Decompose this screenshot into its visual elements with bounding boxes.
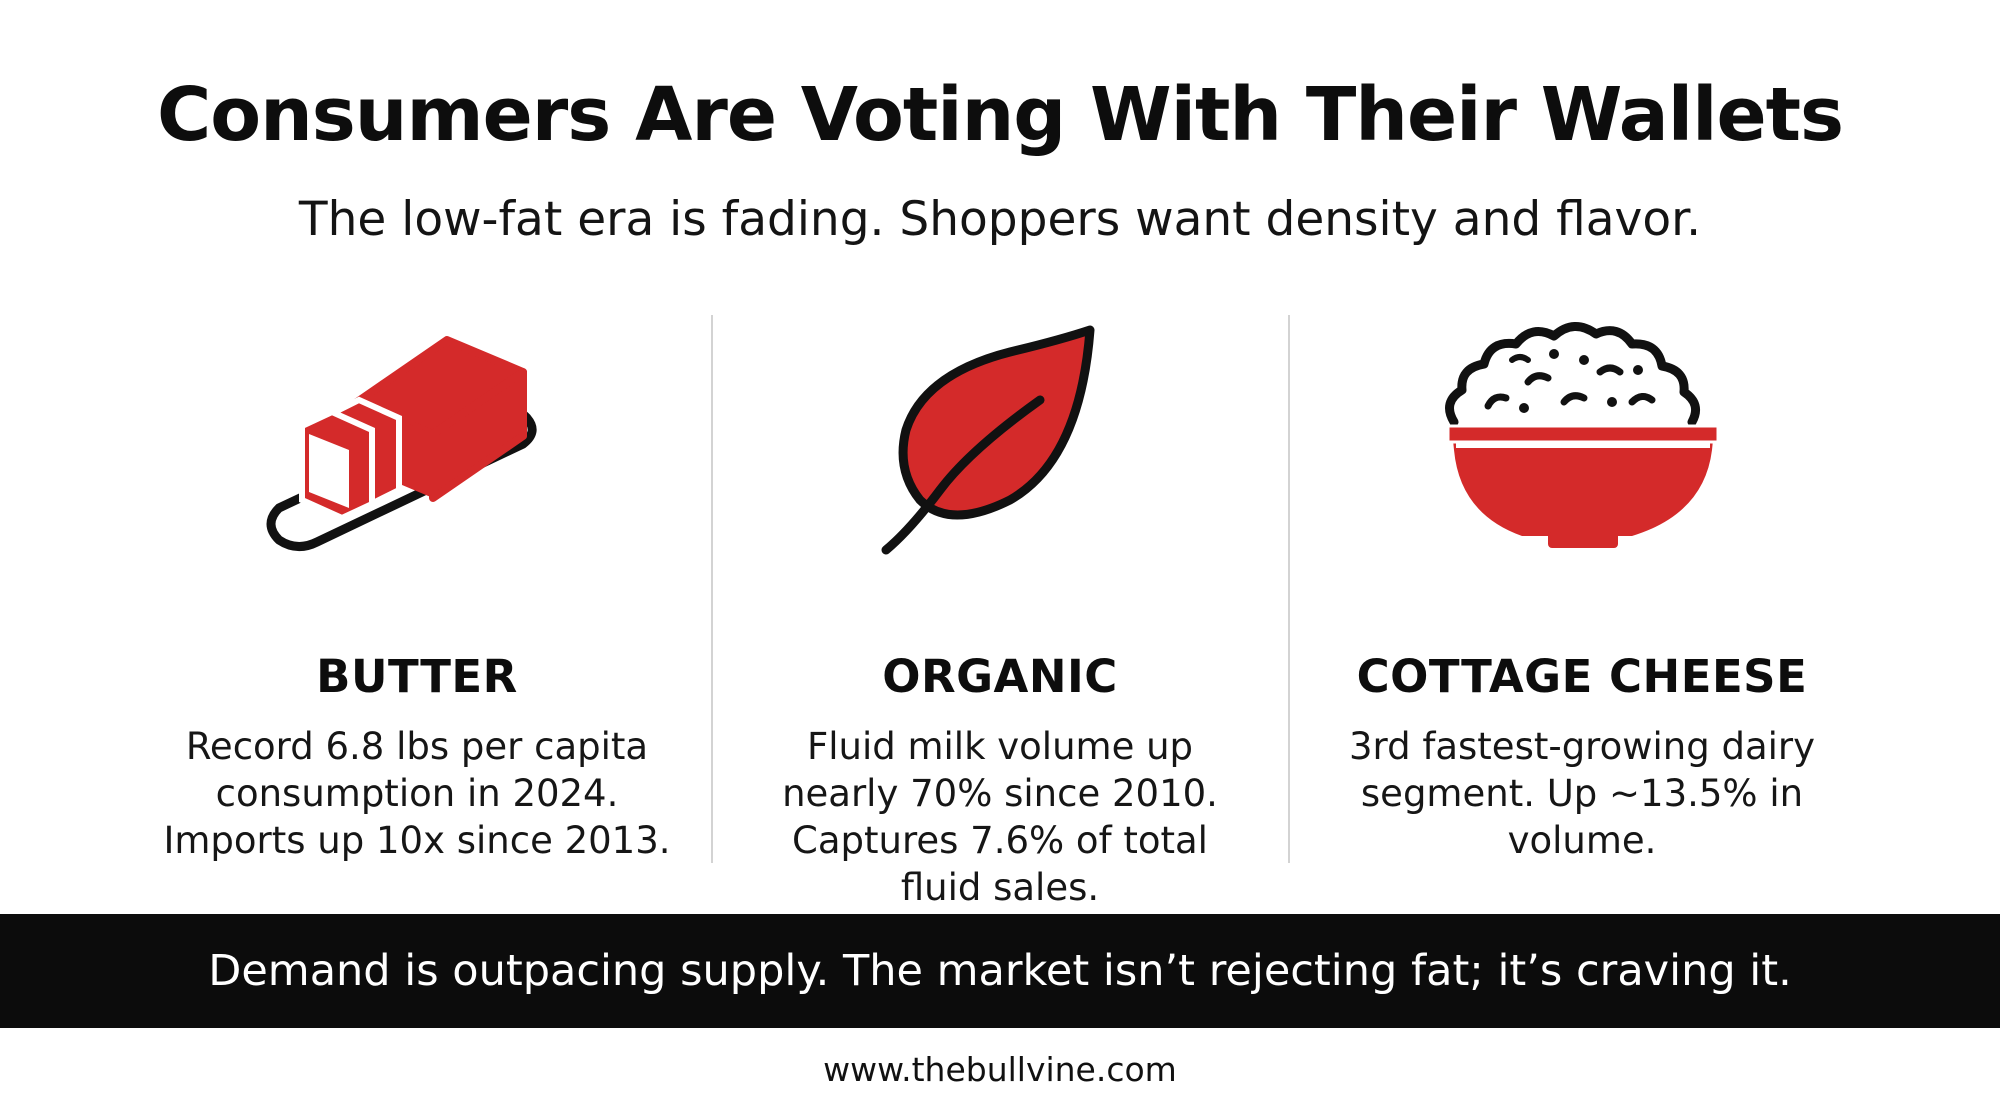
footer-url: www.thebullvine.com (823, 1050, 1177, 1089)
stat-line: fluid sales. (900, 866, 1100, 909)
page-subtitle: The low-fat era is fading. Shoppers want… (298, 192, 1702, 247)
banner-text: Demand is outpacing supply. The market i… (208, 946, 1792, 996)
conclusion-banner: Demand is outpacing supply. The market i… (0, 914, 2000, 1028)
column-divider-1 (711, 315, 713, 863)
stat-line: Record 6.8 lbs per capita (185, 725, 649, 768)
stat-column-cottage-cheese: COTTAGE CHEESE 3rd fastest-growing dairy… (1292, 310, 1872, 864)
stat-line: Captures 7.6% of total (792, 819, 1208, 862)
column-divider-2 (1288, 315, 1290, 863)
stat-description: Record 6.8 lbs per capita consumption in… (127, 723, 707, 864)
stat-heading: COTTAGE CHEESE (1356, 650, 1808, 703)
cottage-cheese-bowl-icon (1445, 322, 1720, 548)
stat-column-butter: BUTTER Record 6.8 lbs per capita consump… (127, 310, 707, 864)
leaf-icon (881, 325, 1095, 555)
stat-description: Fluid milk volume up nearly 70% since 20… (710, 723, 1290, 911)
stat-line: segment. Up ~13.5% in (1360, 772, 1804, 815)
stat-line: Fluid milk volume up (806, 725, 1194, 768)
stat-heading: ORGANIC (882, 650, 1118, 703)
stat-line: 3rd fastest-growing dairy (1348, 725, 1816, 768)
stat-heading: BUTTER (316, 650, 518, 703)
stat-line: nearly 70% since 2010. (782, 772, 1218, 815)
stat-line: Imports up 10x since 2013. (163, 819, 671, 862)
stat-column-organic: ORGANIC Fluid milk volume up nearly 70% … (710, 310, 1290, 911)
page-title: Consumers Are Voting With Their Wallets (156, 72, 1844, 158)
stat-line: consumption in 2024. (215, 772, 619, 815)
stat-line: volume. (1507, 819, 1657, 862)
stat-description: 3rd fastest-growing dairy segment. Up ~1… (1292, 723, 1872, 864)
butter-icon (266, 336, 537, 551)
